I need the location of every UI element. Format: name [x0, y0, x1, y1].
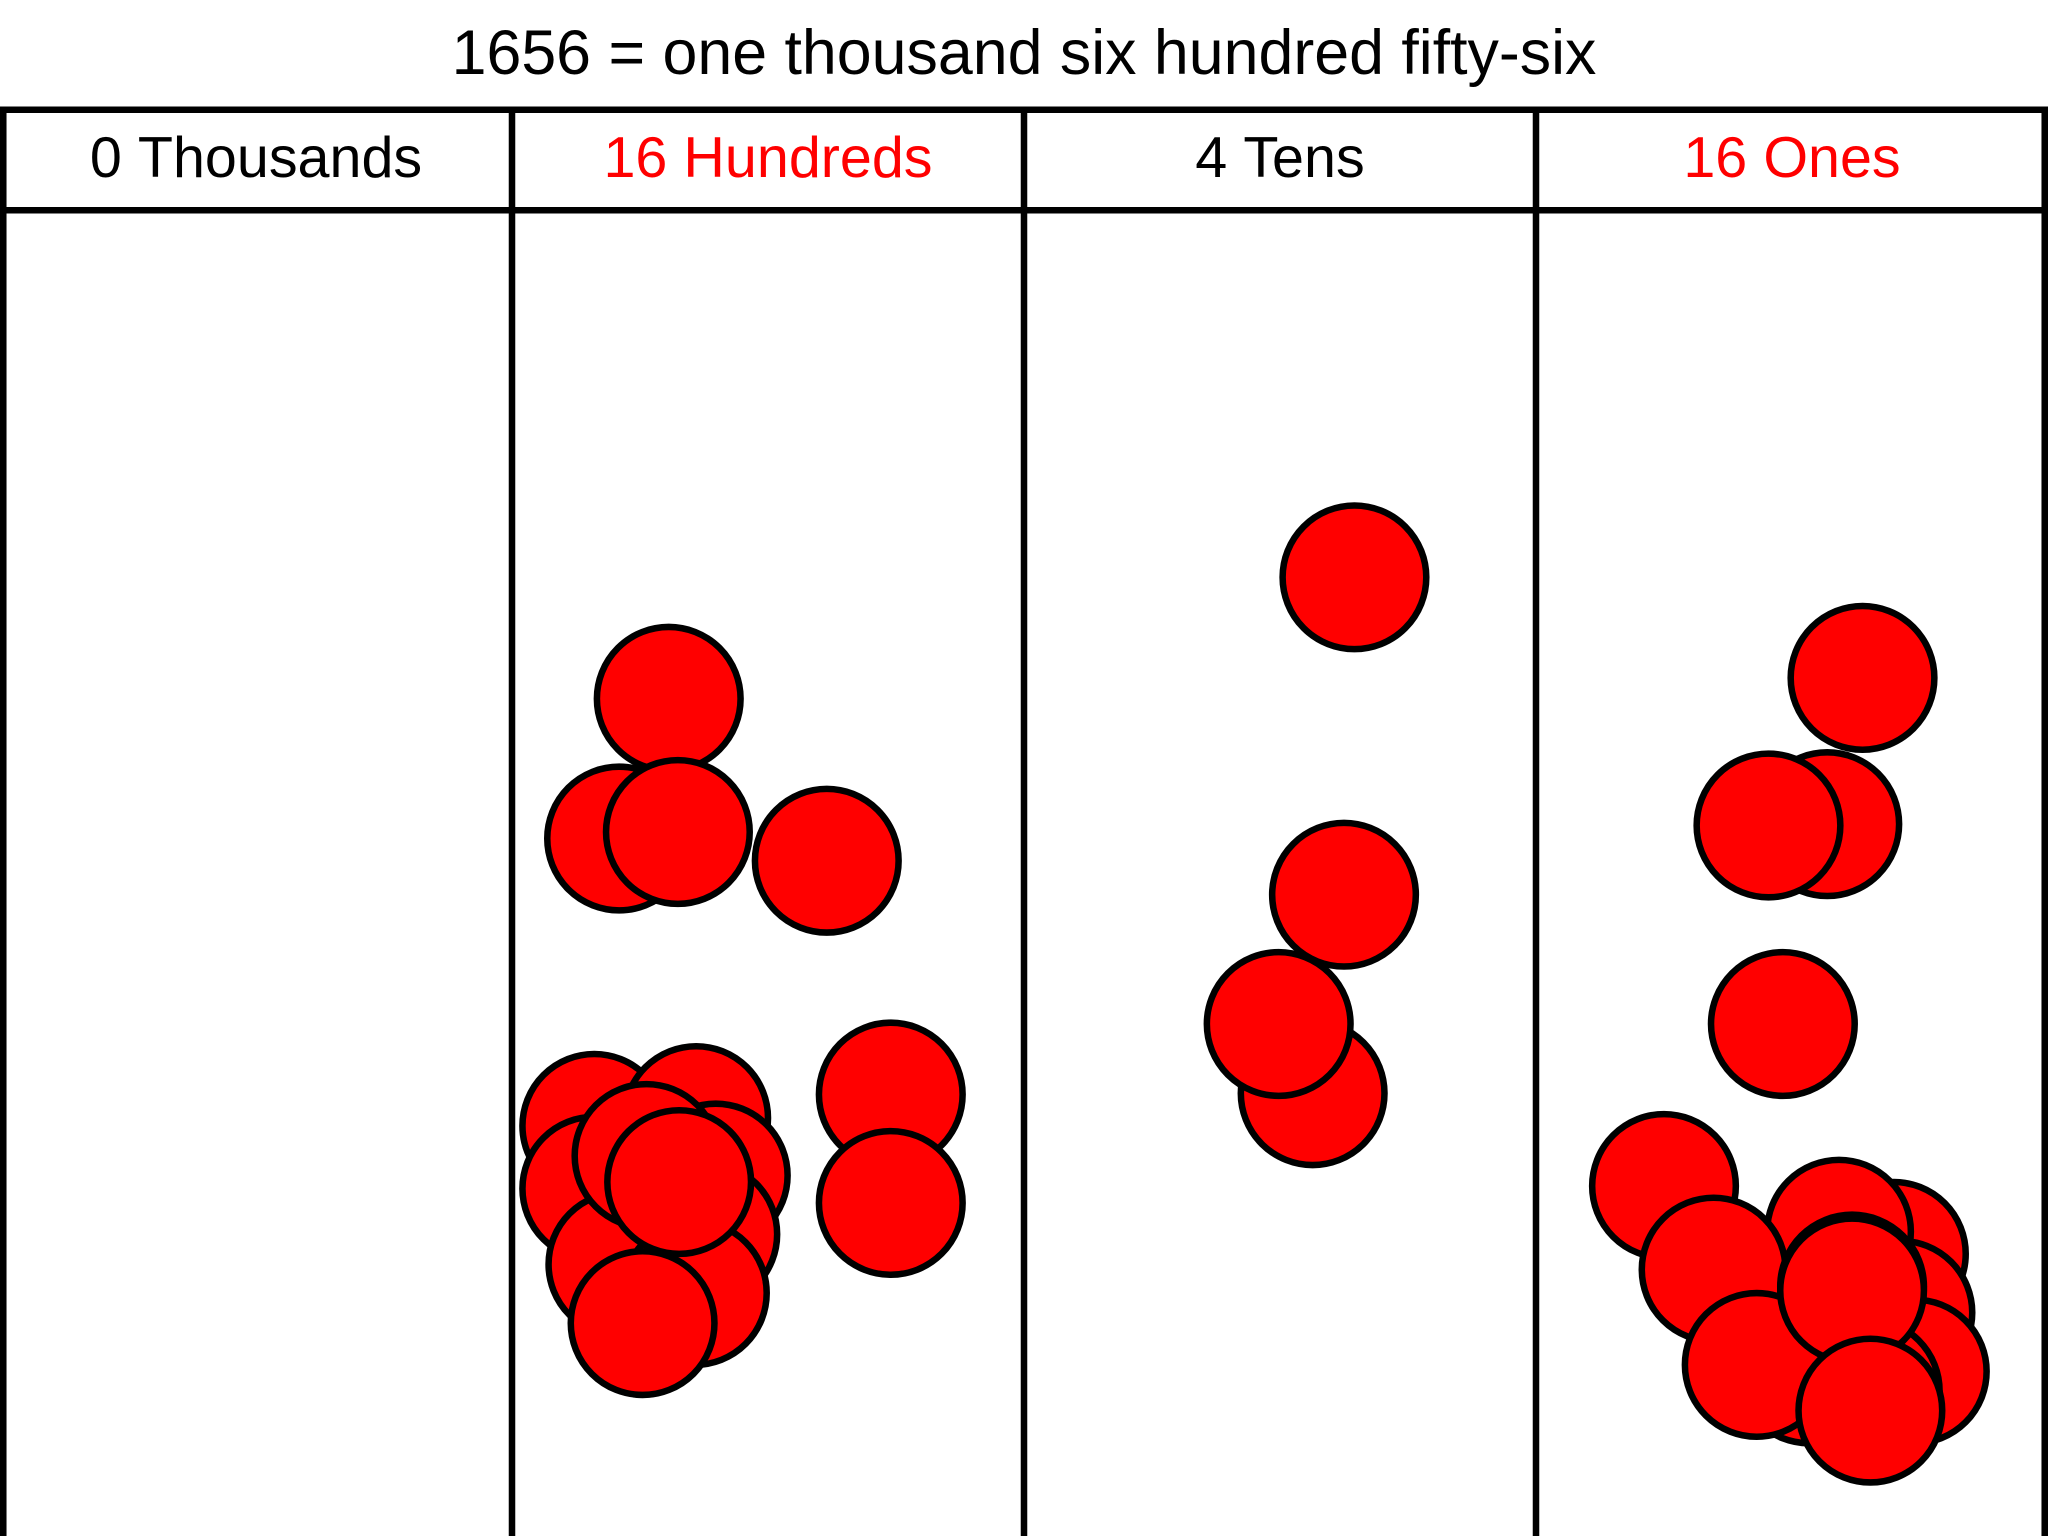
- unit: Thousands: [138, 126, 422, 190]
- counter: [1279, 502, 1430, 653]
- counter: [1203, 948, 1354, 1100]
- counter: [567, 1248, 718, 1399]
- count: 4: [1195, 126, 1227, 190]
- counter: [602, 756, 753, 908]
- column-header: 4 Tens: [1195, 126, 1364, 190]
- counter: [593, 623, 744, 774]
- unit: Hundreds: [683, 126, 932, 190]
- counters: [519, 502, 1990, 1486]
- table-grid: [0, 106, 2048, 1536]
- counter: [815, 1127, 966, 1279]
- counter: [1693, 750, 1844, 901]
- title: 1656 = one thousand six hundred fifty-si…: [452, 18, 1597, 88]
- count: 16: [603, 126, 667, 190]
- count: 16: [1683, 126, 1747, 190]
- unit: Tens: [1243, 126, 1364, 190]
- counter: [1268, 819, 1420, 970]
- unit: Ones: [1763, 126, 1900, 190]
- headers: 0 Thousands 16 Hundreds 4 Tens 16 Ones: [90, 126, 1901, 190]
- column-header: 0 Thousands: [90, 126, 422, 190]
- count: 0: [90, 126, 122, 190]
- column-header: 16 Hundreds: [603, 126, 932, 190]
- counter: [1787, 602, 1938, 753]
- counter: [1795, 1335, 1946, 1486]
- column-header: 16 Ones: [1683, 126, 1900, 190]
- counter: [604, 1106, 755, 1258]
- counter: [751, 785, 902, 936]
- counter: [1707, 948, 1858, 1100]
